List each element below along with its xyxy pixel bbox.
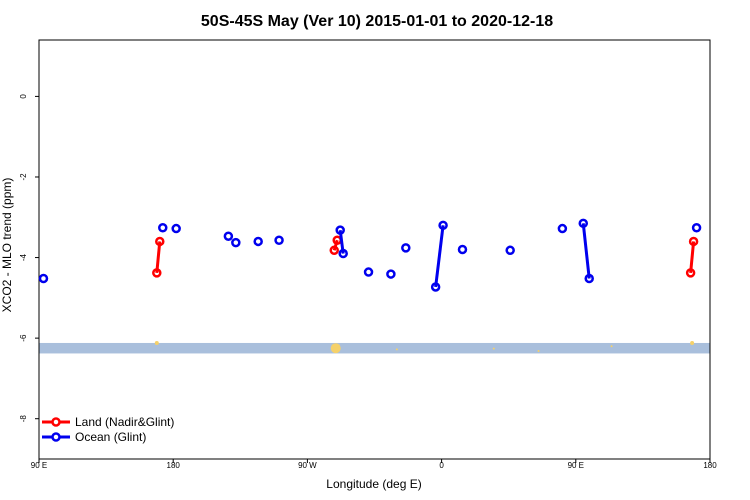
legend-marker-1: [51, 432, 61, 442]
series-1-point-9: [363, 267, 374, 277]
series-1-point-11: [401, 243, 411, 253]
legend-label-1: Ocean (Glint): [75, 430, 146, 444]
band-mark-4: [492, 347, 495, 350]
series-1-point-16: [557, 223, 568, 234]
series-0-segment-2: [689, 241, 696, 274]
y-tick-label-4: -8: [19, 415, 28, 423]
x-tick-label-1: 180: [167, 461, 181, 470]
legend-marker-0: [51, 417, 61, 427]
y-tick-label-0: 0: [19, 94, 28, 99]
series-0-point-1: [155, 236, 165, 247]
series-1-point-12: [430, 282, 441, 292]
shaded-band: [39, 342, 710, 354]
band-mark-0: [154, 340, 159, 345]
series-1-point-13: [438, 220, 448, 231]
series-0-point-4: [685, 268, 696, 278]
series-1-point-0: [38, 273, 49, 284]
series-1-point-3: [223, 231, 234, 241]
series-0-point-0: [152, 268, 162, 278]
series-1-point-7: [335, 225, 345, 235]
series-0-point-5: [688, 236, 699, 247]
x-axis-label: Longitude (deg E): [326, 477, 421, 491]
chart-title: 50S-45S May (Ver 10) 2015-01-01 to 2020-…: [201, 13, 553, 30]
y-axis: 0 -2 -4 -6 -8: [19, 94, 39, 423]
series-1: [38, 218, 702, 292]
shaded-band-layer: [39, 340, 710, 354]
series-layer: [38, 218, 702, 292]
legend-label-0: Land (Nadir&Glint): [75, 415, 174, 429]
y-tick-label-1: -2: [19, 173, 28, 181]
series-0-segment-0: [155, 241, 162, 274]
series-1-point-5: [253, 236, 263, 247]
x-tick-label-0: 90 E: [31, 461, 47, 470]
plot-frame: [38, 39, 711, 460]
x-axis: 90 E 180 90 W 0 90 E 180: [31, 459, 717, 470]
series-1-point-10: [386, 269, 396, 279]
series-0-point-2: [329, 245, 339, 256]
x-tick-label-5: 180: [703, 461, 717, 470]
legend: Land (Nadir&Glint)Ocean (Glint): [42, 415, 174, 444]
series-0: [152, 235, 699, 278]
series-1-point-15: [505, 245, 515, 256]
series-1-point-17: [578, 218, 589, 229]
series-1-point-14: [457, 244, 468, 255]
series-1-point-19: [691, 222, 702, 233]
series-1-segment-1: [434, 225, 445, 288]
x-tick-label-2: 90 W: [298, 461, 317, 470]
y-tick-label-3: -6: [19, 334, 28, 342]
series-1-point-8: [338, 248, 348, 259]
y-axis-label: XCO2 - MLO trend (ppm): [0, 178, 14, 313]
band-mark-1: [330, 343, 341, 354]
band-mark-5: [537, 350, 540, 353]
band-mark-3: [610, 345, 613, 348]
band-mark-2: [395, 348, 398, 351]
series-1-point-6: [274, 235, 284, 245]
series-1-point-18: [584, 273, 594, 284]
series-0-segment-1: [332, 239, 339, 251]
band-mark-6: [690, 340, 695, 345]
series-1-point-1: [158, 222, 168, 233]
x-tick-label-3: 0: [439, 461, 444, 470]
series-1-point-2: [171, 223, 181, 234]
y-tick-label-2: -4: [19, 253, 28, 261]
series-1-point-4: [231, 237, 241, 248]
x-tick-label-4: 90 E: [568, 461, 584, 470]
series-1-segment-2: [581, 223, 591, 279]
